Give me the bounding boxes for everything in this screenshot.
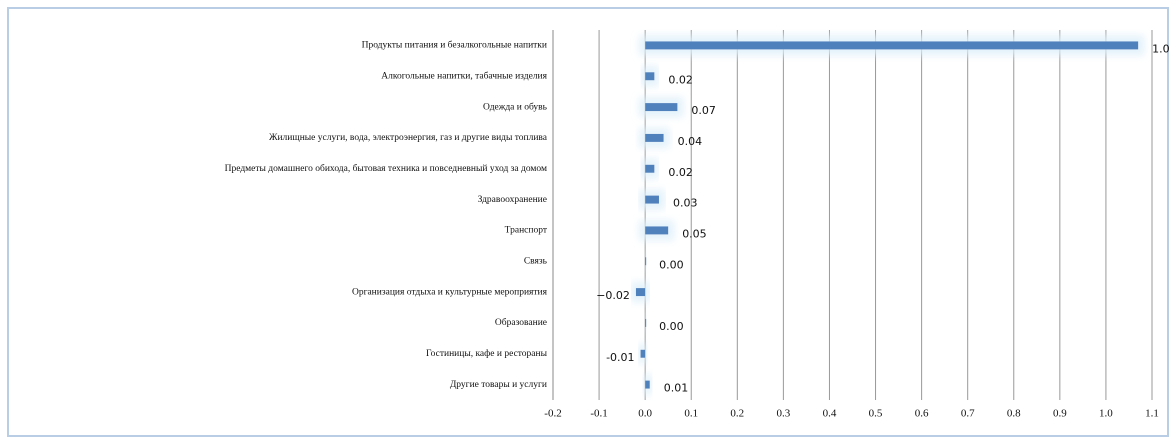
bar <box>645 41 1139 50</box>
x-tick-label: 0.2 <box>730 408 744 420</box>
x-tick-label: -0.1 <box>590 408 607 420</box>
data-label: 0.00 <box>659 258 684 271</box>
bar <box>640 349 646 358</box>
data-label: 0.07 <box>691 104 716 117</box>
bar <box>645 195 659 204</box>
data-label: -0.01 <box>606 351 634 364</box>
y-tick-label: Другие товары и услуги <box>450 380 547 390</box>
x-tick-label: 0.9 <box>1053 408 1067 420</box>
bar <box>645 164 655 173</box>
bar <box>645 133 664 142</box>
x-tick-label: 0.1 <box>684 408 698 420</box>
data-label: 1.07 <box>1152 42 1169 55</box>
bar <box>635 288 646 297</box>
x-tick-label: 0.7 <box>961 408 975 420</box>
x-tick-label: 0.3 <box>777 408 791 420</box>
x-tick-label: 1.0 <box>1099 408 1113 420</box>
x-tick-label: -0.2 <box>544 408 561 420</box>
y-tick-label: Алкогольные напитки, табачные изделия <box>381 70 547 81</box>
bar <box>645 318 647 327</box>
chart-frame <box>7 7 1169 437</box>
y-tick-label: Организация отдыха и культурные мероприя… <box>352 287 548 297</box>
y-tick-label: Образование <box>495 317 547 328</box>
y-tick-label: Предметы домашнего обихода, бытовая техн… <box>225 163 547 174</box>
y-tick-label: Транспорт <box>505 226 548 236</box>
data-label: 0.02 <box>668 73 693 86</box>
x-tick-label: 0.5 <box>869 408 883 420</box>
bar <box>645 226 669 235</box>
data-label: 0.04 <box>678 135 703 148</box>
data-label: 0.01 <box>664 382 689 395</box>
x-tick-label: 0.8 <box>1007 408 1021 420</box>
y-tick-label: Здравоохранение <box>478 195 547 205</box>
data-label: 0.05 <box>682 227 707 240</box>
data-label: 0.02 <box>668 166 693 179</box>
bar <box>645 380 650 389</box>
data-label: 0.03 <box>673 197 698 210</box>
bar <box>645 72 655 81</box>
x-tick-label: 1.1 <box>1145 408 1159 420</box>
data-label: 0.00 <box>659 320 684 333</box>
bar <box>645 257 647 266</box>
y-tick-label: Связь <box>524 256 548 266</box>
y-tick-label: Гостиницы, кафе и рестораны <box>426 348 548 359</box>
y-tick-label: Продукты питания и безалкогольные напитк… <box>362 40 547 51</box>
x-tick-label: 0.0 <box>638 408 652 420</box>
bar <box>645 103 678 112</box>
y-tick-label: Одежда и обувь <box>483 101 548 112</box>
y-tick-label: Жилищные услуги, вода, электроэнергия, г… <box>269 133 548 143</box>
data-label: −0.02 <box>596 289 630 302</box>
x-tick-label: 0.4 <box>823 408 837 420</box>
x-tick-label: 0.6 <box>915 408 929 420</box>
